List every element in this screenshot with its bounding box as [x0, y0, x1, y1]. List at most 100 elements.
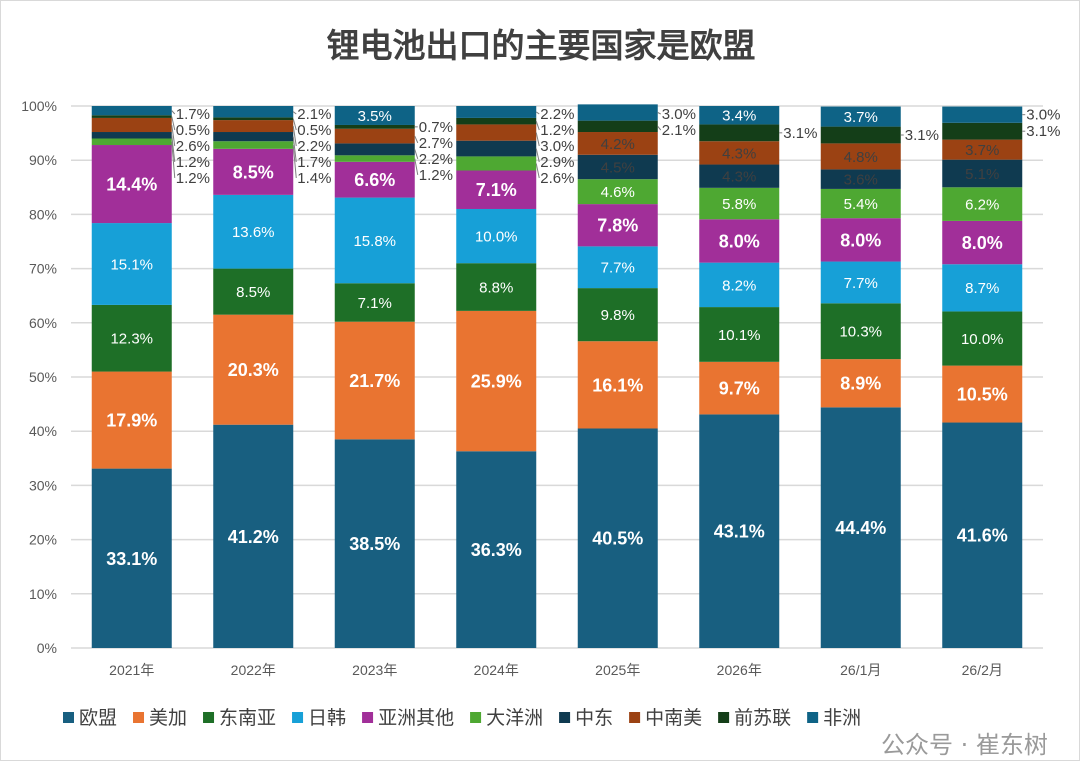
- bar-segment: [91, 106, 172, 116]
- bar-segment: [577, 179, 658, 205]
- data-label: 8.9%: [840, 374, 881, 394]
- bar-segment: [213, 120, 294, 133]
- bar-segment: [577, 204, 658, 247]
- bar-segment: [213, 314, 294, 425]
- x-tick-label: 2022年: [231, 662, 276, 678]
- bar-segment: [942, 220, 1023, 265]
- bar-segment: [820, 126, 901, 144]
- bar-segment: [334, 106, 415, 125]
- data-label: 9.8%: [601, 307, 635, 324]
- bar-segment: [942, 106, 1023, 123]
- data-label: 5.1%: [965, 166, 999, 183]
- leader-line: [292, 136, 297, 163]
- leader-line: [292, 118, 297, 131]
- data-label: 3.1%: [905, 127, 939, 144]
- bar-segment: [456, 263, 537, 311]
- y-tick-label: 90%: [29, 152, 57, 168]
- data-label: 17.9%: [106, 411, 157, 431]
- data-label: 10.5%: [957, 385, 1008, 405]
- legend-label: 日韩: [308, 707, 346, 729]
- leader-line: [171, 110, 176, 115]
- bar-segment: [820, 261, 901, 304]
- bar-segment: [820, 218, 901, 262]
- leader-line: [171, 135, 176, 163]
- y-tick-label: 10%: [29, 586, 57, 602]
- data-label: 44.4%: [835, 518, 886, 538]
- y-tick-label: 100%: [21, 98, 57, 114]
- data-label: 3.5%: [358, 108, 392, 125]
- data-label: 2.2%: [540, 106, 574, 123]
- data-label: 1.2%: [419, 167, 453, 184]
- legend-label: 东南亚: [219, 707, 276, 729]
- data-label: 2.9%: [540, 154, 574, 171]
- bar-segment: [456, 310, 537, 452]
- legend-label: 大洋洲: [486, 707, 543, 729]
- data-label: 14.4%: [106, 175, 157, 195]
- data-label: 1.2%: [176, 170, 210, 187]
- leader-line: [657, 126, 662, 131]
- leader-line: [535, 148, 540, 163]
- data-label: 2.1%: [297, 106, 331, 123]
- x-tick-label: 2026年: [717, 662, 762, 678]
- bar-segment: [699, 106, 780, 125]
- bar-segment: [699, 307, 780, 362]
- bar-segment: [699, 361, 780, 415]
- data-label: 3.0%: [662, 106, 696, 123]
- bar-segment: [942, 122, 1023, 140]
- bar-segment: [334, 321, 415, 440]
- bar-segment: [456, 170, 537, 209]
- data-label: 8.5%: [236, 284, 270, 301]
- leader-line: [414, 149, 419, 160]
- bar-segment: [456, 156, 537, 171]
- bar-segment: [213, 194, 294, 269]
- bar-segment: [213, 132, 294, 142]
- bar-segment: [942, 159, 1023, 188]
- data-label: 4.5%: [601, 159, 635, 176]
- data-label: 4.8%: [844, 149, 878, 166]
- data-label: 3.7%: [965, 142, 999, 159]
- bar-segment: [577, 246, 658, 289]
- data-label: 1.7%: [176, 106, 210, 123]
- legend-swatch: [559, 712, 571, 723]
- data-label: 1.7%: [297, 154, 331, 171]
- x-tick-label: 26/1月: [840, 662, 881, 678]
- leader-line: [292, 125, 297, 147]
- bar-segment: [213, 148, 294, 195]
- data-label: 10.1%: [718, 327, 761, 344]
- y-tick-label: 30%: [29, 477, 57, 493]
- data-label: 38.5%: [349, 534, 400, 554]
- data-label: 6.2%: [965, 197, 999, 214]
- leader-line: [292, 111, 297, 115]
- data-label: 12.3%: [110, 331, 153, 348]
- bar-segment: [820, 303, 901, 360]
- data-label: 8.7%: [965, 280, 999, 297]
- data-label: 2.7%: [419, 135, 453, 152]
- bar-segment: [213, 106, 294, 118]
- data-label: 3.7%: [844, 109, 878, 126]
- data-label: 3.1%: [1026, 123, 1060, 140]
- data-label: 8.5%: [233, 162, 274, 182]
- bar-segment: [334, 155, 415, 162]
- data-label: 2.2%: [419, 151, 453, 168]
- data-label: 7.7%: [844, 275, 878, 292]
- bar-segment: [456, 106, 537, 118]
- data-label: 40.5%: [592, 529, 643, 549]
- data-label: 7.8%: [597, 216, 638, 236]
- data-label: 6.6%: [354, 170, 395, 190]
- bar-segment: [820, 106, 901, 127]
- bar-segment: [213, 141, 294, 149]
- data-label: 3.0%: [540, 138, 574, 155]
- bar-segment: [820, 188, 901, 219]
- legend-swatch: [203, 712, 215, 723]
- bar-segment: [942, 422, 1023, 648]
- data-label: 0.5%: [176, 122, 210, 139]
- data-label: 4.2%: [601, 136, 635, 153]
- bar-segment: [334, 124, 415, 129]
- data-label: 41.2%: [228, 527, 279, 547]
- legend-swatch: [292, 712, 304, 723]
- data-label: 10.0%: [475, 228, 518, 245]
- bar-segment: [699, 187, 780, 220]
- data-label: 1.4%: [297, 170, 331, 187]
